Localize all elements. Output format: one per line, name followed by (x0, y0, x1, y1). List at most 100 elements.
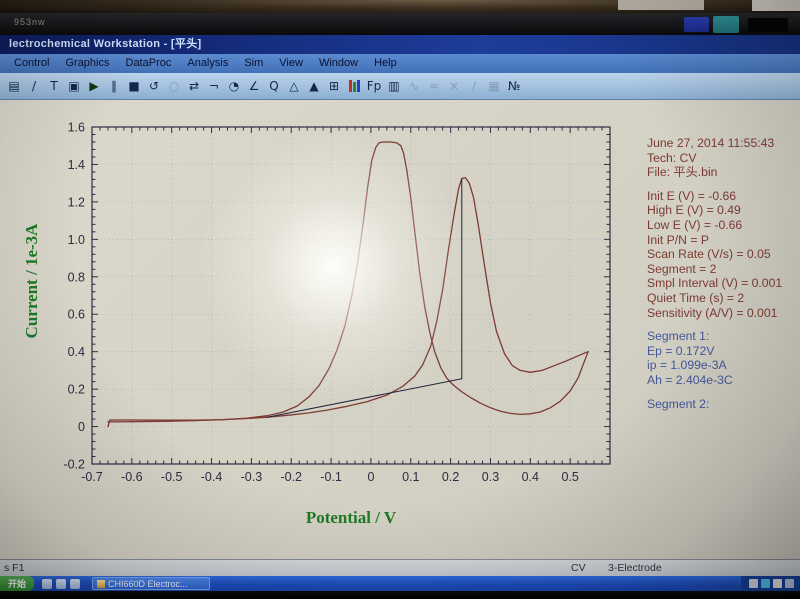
copy-graph-icon[interactable]: ▣ (68, 79, 80, 93)
print-setup-icon[interactable]: ▤ (8, 79, 20, 93)
timer-icon[interactable]: ◔ (228, 79, 240, 93)
tray-icon[interactable] (761, 579, 770, 588)
info-line: Low E (V) = -0.66 (647, 217, 743, 232)
y-tick-label: 0 (78, 420, 85, 434)
y-tick-label: 0.4 (68, 345, 85, 359)
info-line: Smpl Interval (V) = 0.001 (647, 276, 783, 291)
tray-icon[interactable] (785, 579, 794, 588)
peak-down-icon[interactable]: ▲ (309, 79, 319, 93)
info-line: Init E (V) = -0.66 (647, 188, 737, 203)
room-background (0, 0, 800, 13)
menu-item-view[interactable]: View (279, 57, 303, 69)
app-icon (97, 579, 105, 588)
start-button[interactable]: 开始 (0, 576, 34, 591)
info-line: Ep = 0.172V (647, 343, 715, 358)
taskbar-app-label: CHI660D Electroc... (108, 578, 188, 589)
tray-icon[interactable] (773, 579, 782, 588)
monitor-power-button (748, 18, 788, 32)
y-tick-label: 1.4 (68, 158, 85, 172)
x-tick-label: -0.4 (201, 470, 223, 484)
sine-wave-icon[interactable]: ∿ (408, 79, 420, 93)
tray-icon[interactable] (749, 579, 758, 588)
monitor-bezel-bottom (0, 591, 800, 599)
stylus-icon[interactable]: / (31, 79, 37, 93)
waveform-icon[interactable]: ≈ (428, 79, 440, 93)
system-tray (741, 576, 800, 591)
status-electrode-mode: 3-Electrode (608, 562, 662, 574)
info-line: Init P/N = P (647, 232, 709, 247)
reverse-scan-icon[interactable]: ↺ (148, 79, 160, 93)
cross-marker-icon[interactable]: × (448, 79, 460, 93)
peak-label-icon[interactable]: Fp (366, 79, 382, 93)
grid-icon[interactable]: ▦ (488, 79, 500, 93)
x-tick-label: 0.5 (561, 470, 578, 484)
zoom-icon[interactable]: Q (269, 79, 279, 93)
run-header: June 27, 2014 11:55:43 Tech: CV File: 平头.b… (647, 136, 799, 180)
x-tick-label: 0.1 (402, 470, 419, 484)
monitor-sticker-teal (713, 16, 739, 33)
quick-launch-icon[interactable] (70, 578, 80, 589)
rotate-axis-icon[interactable]: ¬ (208, 79, 220, 93)
paper-behind-monitor (752, 0, 800, 11)
y-tick-label: 0.8 (68, 270, 85, 284)
segment1-results: Segment 1: Ep = 0.172V ip = 1.099e-3A Ah = … (647, 329, 799, 387)
info-line: Sensitivity (A/V) = 0.001 (647, 305, 778, 320)
status-help-hint: s F1 (4, 562, 25, 574)
window-titlebar: lectrochemical Workstation - [平头] (0, 35, 800, 54)
x-tick-label: -0.1 (320, 470, 342, 484)
menu-item-control[interactable]: Control (14, 57, 50, 69)
menu-item-help[interactable]: Help (374, 57, 397, 69)
report-icon[interactable]: ▥ (388, 79, 400, 93)
text-tool-icon[interactable]: T (50, 79, 58, 93)
monitor-model-label: 953nw (14, 17, 46, 27)
menu-item-sim[interactable]: Sim (244, 57, 264, 69)
info-line: File: 平头.bin (647, 165, 718, 180)
y-tick-label: 1.6 (68, 121, 85, 135)
menu-item-graphics[interactable]: Graphics (65, 57, 110, 69)
y-tick-label: -0.2 (63, 458, 85, 472)
results-info-panel: June 27, 2014 11:55:43 Tech: CV File: 平头.b… (647, 136, 799, 420)
run-parameters: Init E (V) = -0.66 High E (V) = 0.49 Low E… (647, 189, 799, 320)
toolbar: ▤ / T ▣ ▶ ∥ ■ ↺ ○ ⇄ ¬ ◔ ∠ Q △ ▲ ⊞ Fp ▥ ∿ ≈ × ∕ ▦ № (0, 73, 800, 100)
stop-icon[interactable]: ■ (128, 79, 140, 93)
run-experiment-icon[interactable]: ▶ (89, 79, 99, 93)
info-line: Ah = 2.404e-3C (647, 372, 733, 387)
quick-launch-icon[interactable] (56, 578, 66, 589)
menu-item-analysis[interactable]: Analysis (187, 57, 229, 69)
x-tick-label: -0.6 (121, 470, 143, 484)
overlay-plots-icon[interactable]: ⊞ (328, 79, 340, 93)
cv-segment-2-reverse-scan (107, 141, 589, 423)
y-tick-label: 1.0 (68, 233, 85, 247)
info-line: Quiet Time (s) = 2 (647, 290, 745, 305)
plot-workspace: -0.7 -0.6 -0.5 -0.4 -0.3 -0.2 -0.1 0 0.1 0.2 0.3 0.… (0, 100, 800, 559)
paper-behind-monitor (618, 0, 704, 10)
info-line: Scan Rate (V/s) = 0.05 (647, 247, 771, 262)
resize-icon[interactable]: ⇄ (188, 79, 200, 93)
color-bars-icon[interactable] (345, 76, 363, 96)
peak-baseline-line (266, 378, 463, 418)
menu-item-dataproc[interactable]: DataProc (125, 57, 172, 69)
menu-item-window[interactable]: Window (318, 57, 359, 69)
x-tick-label: 0.4 (522, 470, 539, 484)
pause-icon[interactable]: ∥ (111, 79, 117, 93)
segment2-results: Segment 2: (647, 397, 799, 412)
info-line: Segment = 2 (647, 261, 717, 276)
taskbar-app-button[interactable]: CHI660D Electroc... (92, 577, 210, 590)
slope-icon[interactable]: ∕ (471, 79, 477, 93)
repeat-run-icon[interactable]: ○ (168, 79, 180, 93)
y-tick-label: 0.6 (68, 308, 85, 322)
x-tick-label: 0.3 (482, 470, 499, 484)
y-tick-label: 1.2 (68, 195, 85, 209)
y-axis-title: Current / 1e-3A (22, 223, 41, 339)
help-icon[interactable]: № (507, 79, 521, 93)
x-tick-label: -0.3 (241, 470, 263, 484)
peak-up-icon[interactable]: △ (289, 79, 299, 93)
x-tick-label: -0.2 (280, 470, 302, 484)
baseline-icon[interactable]: ∠ (248, 79, 260, 93)
monitor-bezel-top: 953nw (0, 13, 800, 35)
y-tick-label: 0.2 (68, 383, 85, 397)
x-tick-label: 0 (367, 470, 374, 484)
quick-launch-icon[interactable] (42, 578, 52, 589)
window-title: lectrochemical Workstation - [平头] (9, 38, 202, 50)
